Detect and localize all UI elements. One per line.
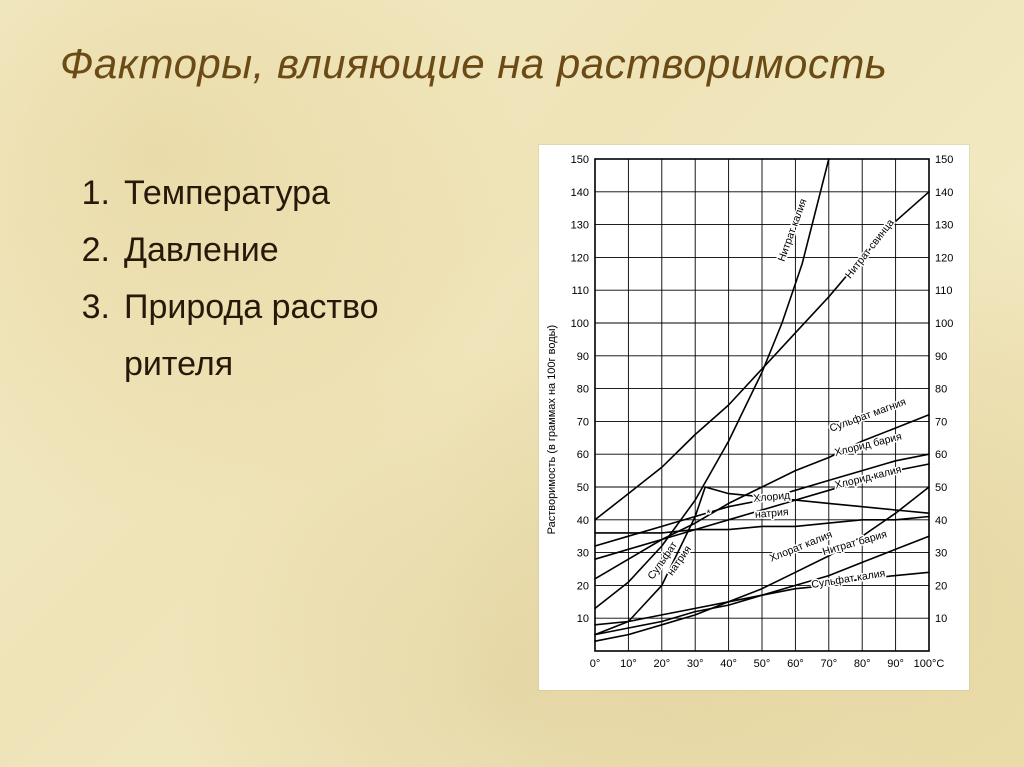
svg-text:50: 50 <box>935 482 947 494</box>
svg-text:80: 80 <box>577 384 589 396</box>
svg-text:120: 120 <box>935 252 953 264</box>
svg-text:40: 40 <box>935 515 947 527</box>
chart-svg: 0° 10° 20° 30° 40° 50° 60° 70° 80° 90° 100°C 10 20 30… <box>539 145 969 685</box>
svg-text:120: 120 <box>571 252 589 264</box>
svg-text:140: 140 <box>935 187 953 199</box>
list-number <box>60 336 124 393</box>
svg-text:60: 60 <box>935 449 947 461</box>
list-number: 3. <box>60 279 124 336</box>
svg-text:80: 80 <box>935 384 947 396</box>
slide: Факторы, влияющие на растворимость 1. Те… <box>0 0 1024 767</box>
svg-text:130: 130 <box>571 220 589 232</box>
svg-text:70: 70 <box>577 416 589 428</box>
svg-text:50°: 50° <box>754 658 771 670</box>
svg-text:Растворимость (в граммах на 10: Растворимость (в граммах на 100г воды) <box>546 325 558 535</box>
list-number: 2. <box>60 222 124 279</box>
svg-text:*: * <box>707 508 711 520</box>
list-text: Давление <box>124 222 279 279</box>
svg-text:20: 20 <box>935 580 947 592</box>
svg-text:30°: 30° <box>687 658 704 670</box>
svg-text:110: 110 <box>935 285 953 297</box>
svg-text:90: 90 <box>577 351 589 363</box>
list-item: 1. Температура <box>60 165 379 222</box>
svg-text:90°: 90° <box>887 658 904 670</box>
svg-text:40: 40 <box>577 515 589 527</box>
svg-text:0°: 0° <box>590 658 601 670</box>
svg-text:80°: 80° <box>854 658 871 670</box>
svg-text:40°: 40° <box>720 658 737 670</box>
svg-text:140: 140 <box>571 187 589 199</box>
svg-text:50: 50 <box>577 482 589 494</box>
svg-text:30: 30 <box>577 548 589 560</box>
svg-text:60°: 60° <box>787 658 804 670</box>
svg-text:10: 10 <box>935 613 947 625</box>
svg-text:10°: 10° <box>620 658 637 670</box>
svg-text:70°: 70° <box>820 658 837 670</box>
list-text: рителя <box>124 336 233 393</box>
svg-text:130: 130 <box>935 220 953 232</box>
svg-text:70: 70 <box>935 416 947 428</box>
list-number: 1. <box>60 165 124 222</box>
list-item-continuation: рителя <box>60 336 379 393</box>
svg-text:100: 100 <box>571 318 589 330</box>
svg-text:100: 100 <box>935 318 953 330</box>
factor-list: 1. Температура 2. Давление 3. Природа ра… <box>60 165 379 393</box>
solubility-chart: 0° 10° 20° 30° 40° 50° 60° 70° 80° 90° 100°C 10 20 30… <box>539 145 969 690</box>
svg-text:30: 30 <box>935 548 947 560</box>
list-item: 2. Давление <box>60 222 379 279</box>
svg-text:150: 150 <box>571 154 589 166</box>
svg-text:60: 60 <box>577 449 589 461</box>
slide-title: Факторы, влияющие на растворимость <box>60 40 887 88</box>
svg-text:20: 20 <box>577 580 589 592</box>
svg-text:100°C: 100°C <box>914 658 945 670</box>
svg-text:150: 150 <box>935 154 953 166</box>
svg-text:10: 10 <box>577 613 589 625</box>
svg-text:20°: 20° <box>653 658 670 670</box>
list-item: 3. Природа раство <box>60 279 379 336</box>
list-text: Природа раство <box>124 279 379 336</box>
list-text: Температура <box>124 165 330 222</box>
svg-text:90: 90 <box>935 351 947 363</box>
svg-text:110: 110 <box>571 285 589 297</box>
